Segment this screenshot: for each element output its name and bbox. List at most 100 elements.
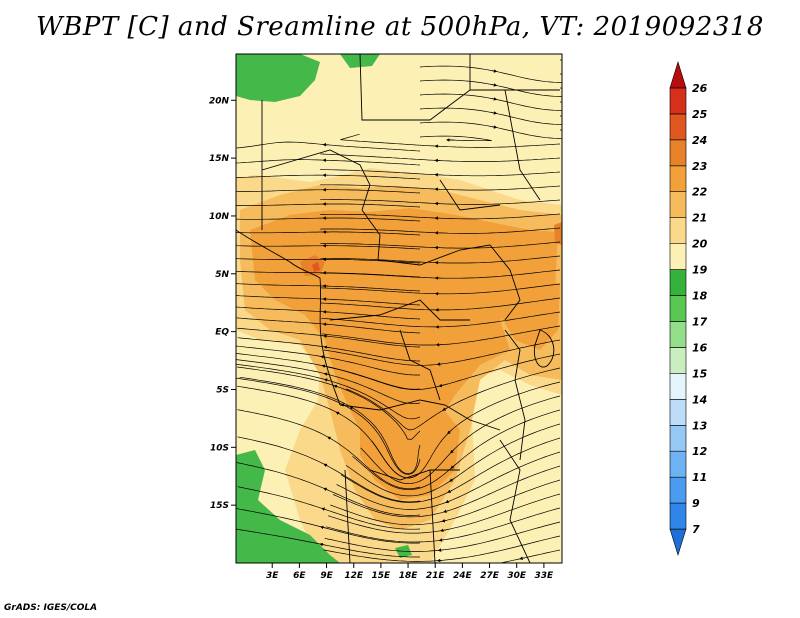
contour-19-southeast bbox=[430, 370, 562, 563]
lon-tick-label: 15E bbox=[372, 571, 392, 581]
streamline-arrow bbox=[449, 478, 455, 482]
colorbar-label: 14 bbox=[692, 393, 707, 406]
colorbar-label: 9 bbox=[692, 497, 700, 510]
streamline bbox=[237, 409, 421, 490]
streamline-arrow bbox=[333, 384, 340, 389]
lon-tick-label: 3E bbox=[266, 571, 279, 581]
longitude-axis: 3E 6E 9E 12E 15E 18E 21E 24E 27E 30E 33E bbox=[266, 563, 554, 581]
colorbar-label: 19 bbox=[692, 264, 708, 277]
colorbar-label: 21 bbox=[692, 212, 707, 225]
contour-19-north bbox=[236, 54, 562, 205]
contour-24-spot bbox=[312, 262, 320, 272]
colorbar-segment bbox=[669, 502, 687, 530]
lat-tick-label: 5N bbox=[215, 270, 229, 280]
colorbar-segment bbox=[669, 87, 687, 115]
lat-tick-label: 10N bbox=[209, 212, 230, 222]
streamline-arrow bbox=[437, 548, 444, 552]
streamline-arrow bbox=[436, 362, 443, 366]
streamlines bbox=[236, 59, 562, 563]
lon-tick-label: 21E bbox=[426, 571, 446, 581]
colorbar-segment bbox=[669, 60, 687, 89]
colorbar-label: 15 bbox=[692, 367, 708, 380]
streamline-arrow bbox=[491, 111, 498, 115]
streamline-arrow bbox=[491, 69, 498, 73]
contour-18-northwest bbox=[236, 54, 320, 102]
colorbar-label: 12 bbox=[692, 445, 708, 458]
streamline bbox=[236, 345, 420, 376]
contour-22-east bbox=[500, 270, 560, 350]
colorbar-segment bbox=[669, 139, 687, 167]
colorbar-segment bbox=[669, 321, 687, 348]
lon-tick-label: 33E bbox=[535, 571, 555, 581]
streamline-arrow bbox=[319, 542, 326, 547]
colorbar-segment bbox=[669, 113, 687, 141]
streamline bbox=[237, 486, 421, 530]
colorbar-segment bbox=[669, 347, 687, 374]
map-frame bbox=[235, 53, 563, 564]
streamline-arrow bbox=[335, 411, 341, 415]
streamline-arrow bbox=[491, 125, 498, 129]
colorbar-segment bbox=[669, 476, 687, 504]
lon-tick-label: 9E bbox=[320, 571, 333, 581]
colorbar-segment bbox=[669, 269, 687, 296]
colorbar-label: 7 bbox=[692, 523, 700, 536]
streamline-arrow bbox=[327, 436, 333, 440]
streamline-arrow bbox=[320, 525, 326, 530]
streamline bbox=[236, 363, 421, 420]
streamline-arrow bbox=[323, 463, 329, 467]
colorbar-segment bbox=[669, 424, 687, 452]
map-plot-area bbox=[236, 54, 562, 563]
colorbar-segment bbox=[669, 191, 687, 218]
credit-label: GrADS: IGES/COLA bbox=[4, 603, 98, 613]
streamline-arrow bbox=[445, 499, 451, 504]
colorbar-label: 22 bbox=[692, 186, 708, 199]
streamline-arrow bbox=[491, 97, 498, 101]
lat-tick-label: 10S bbox=[210, 443, 229, 453]
lon-tick-label: 18E bbox=[399, 571, 419, 581]
lat-tick-label: 15N bbox=[209, 154, 230, 164]
colorbar-segment bbox=[669, 165, 687, 193]
streamline bbox=[236, 528, 420, 558]
lon-tick-label: 6E bbox=[293, 571, 306, 581]
streamline-arrow bbox=[321, 364, 328, 368]
streamline-arrow bbox=[323, 378, 330, 382]
streamline-arrow bbox=[340, 403, 347, 407]
streamline-arrow bbox=[491, 83, 498, 87]
lon-tick-label: 30E bbox=[507, 571, 527, 581]
colorbar-segment bbox=[669, 295, 687, 322]
colorbar-segment bbox=[669, 450, 687, 478]
colorbar-label: 24 bbox=[692, 134, 707, 147]
lat-tick-label: 5S bbox=[216, 385, 229, 395]
streamline-arrow bbox=[450, 449, 455, 454]
lat-tick-label: 20N bbox=[209, 96, 230, 106]
streamline bbox=[237, 436, 421, 503]
contour-18-southwest bbox=[236, 450, 340, 563]
colorbar-label: 13 bbox=[692, 419, 708, 432]
streamline-arrow bbox=[323, 487, 329, 492]
streamline-arrow bbox=[450, 464, 455, 469]
chart-title: WBPT [C] and Sreamline at 500hPa, VT: 20… bbox=[36, 12, 764, 42]
streamline-arrow bbox=[519, 556, 525, 560]
colorbar-segment bbox=[669, 243, 687, 270]
colorbar-label: 23 bbox=[692, 160, 708, 173]
streamline-arrow bbox=[447, 430, 452, 435]
colorbar-label: 16 bbox=[692, 341, 708, 354]
streamline bbox=[498, 549, 561, 563]
colorbar-label: 11 bbox=[692, 471, 707, 484]
contour-23-east-edge bbox=[554, 222, 562, 245]
lon-tick-label: 12E bbox=[344, 571, 364, 581]
streamline-arrow bbox=[442, 407, 448, 411]
streamline-arrow bbox=[438, 383, 445, 388]
streamline-arrow bbox=[438, 538, 445, 542]
streamline-arrow bbox=[323, 372, 330, 376]
colorbar-label: 17 bbox=[692, 315, 708, 328]
colorbar-segment bbox=[669, 528, 687, 557]
lon-tick-label: 24E bbox=[453, 571, 473, 581]
colorbar: 7 9 11 12 13 14 15 16 17 18 19 20 21 22 23 24 25 26 bbox=[669, 60, 708, 557]
streamline-arrow bbox=[441, 519, 448, 523]
colorbar-segment bbox=[669, 399, 687, 426]
colorbar-label: 25 bbox=[692, 108, 708, 121]
colorbar-label: 20 bbox=[692, 238, 708, 251]
streamline-arrow bbox=[439, 528, 446, 533]
